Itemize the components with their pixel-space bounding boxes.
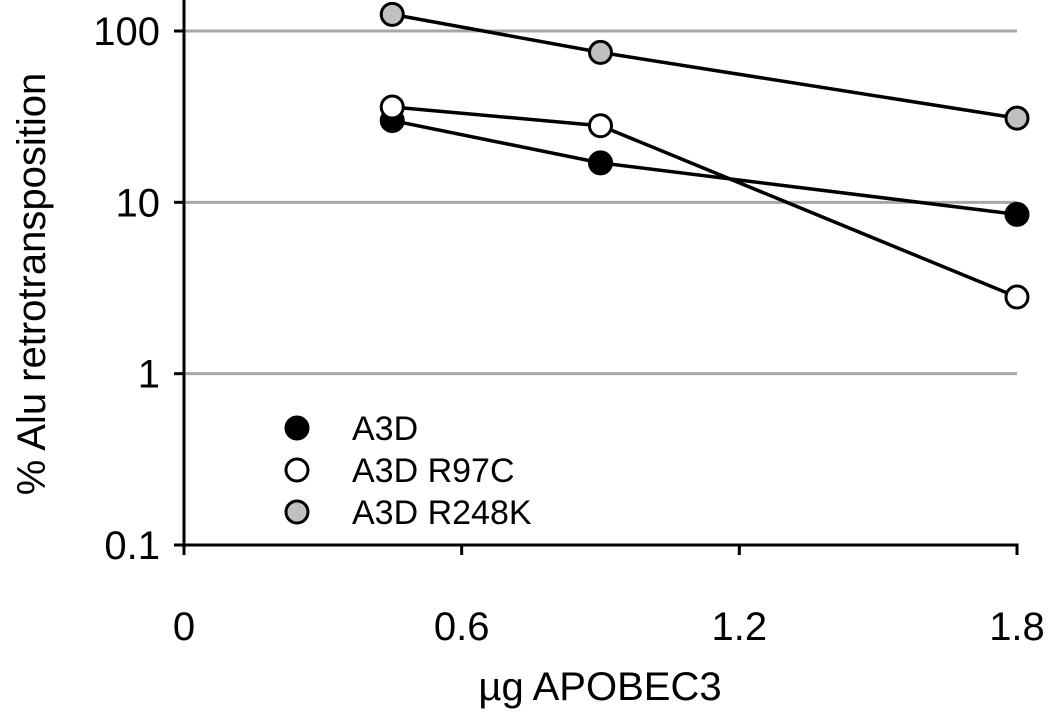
legend-label: A3D R97C — [352, 452, 515, 490]
tick-labels: 0 0.6 1.2 1.8 0.1 1 10 100 — [93, 10, 1045, 649]
legend-marker — [284, 457, 310, 483]
data-point — [588, 113, 613, 139]
legend: A3D A3D R97C A3D R248K — [284, 410, 532, 532]
data-point — [379, 1, 405, 27]
axes — [174, 0, 1019, 555]
data-point — [588, 150, 613, 176]
legend-label: A3D — [352, 410, 418, 448]
legend-label: A3D R248K — [352, 494, 532, 532]
data-point — [379, 94, 405, 120]
legend-marker — [284, 499, 310, 525]
x-axis-title: µg APOBEC3 — [478, 665, 721, 709]
y-tick-label: 100 — [93, 10, 160, 54]
legend-marker — [284, 415, 310, 441]
data-point — [1004, 105, 1030, 131]
series-points — [379, 1, 1030, 310]
x-tick-label: 0 — [173, 605, 195, 649]
gridlines — [184, 29, 1017, 376]
data-point — [1004, 201, 1030, 227]
x-tick-label: 1.2 — [712, 605, 768, 649]
series-lines — [391, 12, 1018, 299]
data-point — [588, 39, 613, 65]
x-tick-label: 1.8 — [989, 605, 1045, 649]
y-tick-label: 10 — [116, 181, 161, 225]
x-tick-label: 0.6 — [434, 605, 490, 649]
y-tick-label: 1 — [138, 353, 160, 397]
data-point — [1004, 284, 1030, 310]
y-tick-label: 0.1 — [104, 524, 160, 568]
y-axis-title: % Alu retrotransposition — [10, 73, 54, 495]
